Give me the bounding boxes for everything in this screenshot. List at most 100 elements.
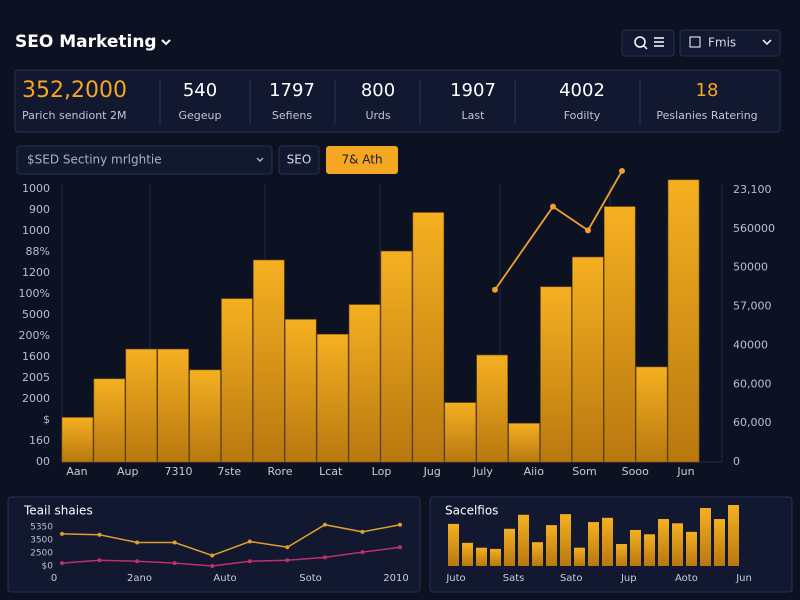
bar — [504, 528, 515, 566]
title-caret[interactable] — [161, 39, 171, 46]
left-tick-label: 88% — [26, 245, 50, 258]
series-point — [398, 522, 402, 527]
bottom-left-panel — [7, 496, 421, 593]
bar — [667, 179, 700, 463]
series-point — [60, 531, 64, 536]
x-tick-label: 2ano — [127, 573, 152, 584]
x-tick-label: Aup — [117, 465, 138, 478]
bar — [686, 531, 697, 566]
bar — [728, 505, 739, 566]
left-tick-label: 160 — [29, 434, 50, 447]
tick-label: 3500 — [30, 536, 53, 546]
active-button[interactable] — [326, 146, 398, 174]
right-tick-label: 60,000 — [733, 416, 772, 429]
series-point — [135, 559, 140, 564]
kpi-label: Last — [462, 109, 486, 122]
left-tick-label: 1000 — [22, 182, 50, 195]
x-tick-label: July — [472, 465, 493, 478]
left-tick-label: 1000 — [22, 224, 50, 237]
series-point — [210, 564, 215, 568]
kpi-value: 540 — [183, 80, 217, 101]
kpi-value: 18 — [696, 80, 719, 101]
bar — [574, 547, 585, 566]
kpi-label: Sefiens — [272, 109, 312, 122]
bar — [658, 519, 669, 566]
bar — [490, 548, 501, 566]
bar — [412, 212, 445, 463]
bar — [476, 547, 487, 566]
bar — [253, 259, 285, 463]
tick-label: $0 — [42, 562, 54, 572]
panel-title: Teail shaies — [23, 504, 93, 518]
bar — [518, 514, 529, 566]
kpi-value: 352,2000 — [22, 78, 127, 103]
x-tick-label: Som — [572, 465, 596, 478]
kpi-label: Gegeup — [179, 109, 222, 122]
x-tick-label: Sats — [503, 573, 525, 584]
x-tick-label: Sooo — [622, 465, 649, 478]
bar — [602, 517, 613, 566]
bar — [157, 348, 189, 463]
left-tick-label: 00 — [36, 455, 50, 468]
search-button[interactable] — [621, 29, 675, 57]
bar — [448, 523, 459, 566]
tick-label: 2500 — [30, 549, 53, 559]
filter-dropdown[interactable] — [679, 29, 781, 57]
seo-button[interactable] — [278, 145, 320, 175]
bar — [444, 402, 476, 463]
kpi-value: 1907 — [450, 80, 496, 101]
series-point — [398, 545, 402, 550]
trend-line — [494, 170, 623, 291]
kpi-value: 800 — [361, 80, 395, 101]
bar — [603, 206, 636, 463]
segment-dropdown[interactable] — [16, 145, 273, 175]
x-tick-label: 0 — [51, 573, 57, 584]
tick-label: 5350 — [30, 523, 53, 533]
kpi-value: 1797 — [269, 80, 315, 101]
filter-label: Fmis — [708, 36, 736, 50]
x-tick-label: Sato — [560, 573, 583, 584]
x-tick-label: Jun — [676, 465, 694, 478]
dropdown-caret — [256, 157, 264, 163]
bar — [380, 250, 413, 463]
panel-title: Sacelfios — [445, 504, 498, 518]
x-tick-label: Jun — [735, 573, 752, 584]
series-point — [322, 522, 327, 527]
bar — [635, 366, 668, 463]
right-tick-label: 23,100 — [733, 183, 772, 196]
series-line — [61, 546, 401, 567]
bar — [61, 417, 94, 463]
x-tick-label: Aiio — [524, 465, 545, 478]
series-point — [60, 561, 64, 566]
filter-caret — [762, 39, 772, 46]
x-tick-label: 2010 — [383, 573, 408, 584]
bar — [546, 525, 557, 566]
bar — [508, 423, 540, 463]
x-tick-label: Jug — [423, 465, 441, 478]
series-point — [210, 553, 215, 558]
bar — [672, 523, 683, 566]
bar — [560, 514, 571, 566]
series-point — [247, 539, 252, 544]
series-point — [285, 545, 290, 550]
dropdown-label: $SED Sectiny mrlghtie — [27, 153, 162, 167]
bar — [616, 544, 627, 566]
left-tick-label: 5000 — [22, 308, 50, 321]
series-point — [360, 550, 365, 555]
trend-point — [619, 167, 625, 174]
series-point — [360, 529, 365, 534]
left-tick-label: 2005 — [22, 371, 50, 384]
trend-point — [550, 203, 556, 210]
series-point — [172, 561, 177, 566]
kpi-label: Parich sendiont 2M — [22, 109, 126, 122]
bar — [630, 530, 641, 566]
kpi-label: Fodilty — [564, 109, 601, 122]
x-tick-label: Aan — [66, 465, 87, 478]
x-tick-label: 7ste — [217, 465, 241, 478]
left-tick-label: 200% — [19, 329, 50, 342]
kpi-label: Peslanies Ratering — [656, 109, 757, 122]
bar — [462, 542, 473, 566]
kpi-panel — [14, 69, 781, 133]
search-icon — [634, 36, 646, 48]
